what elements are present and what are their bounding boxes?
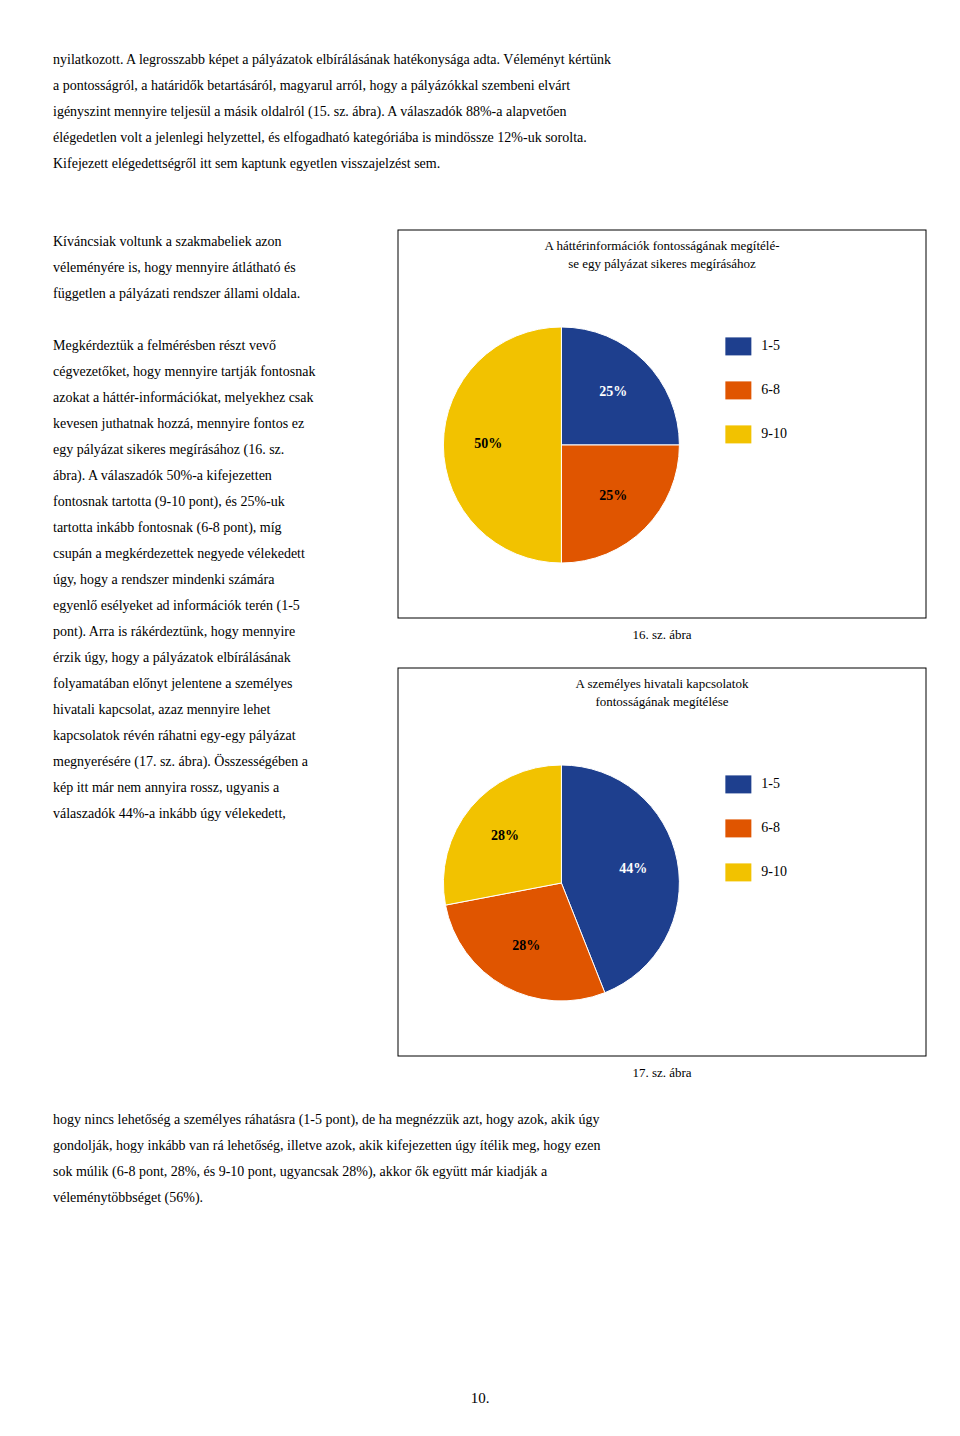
legend: 1-5 6-8 9-10: [725, 337, 787, 443]
pie-slice: [561, 327, 679, 445]
legend-entry: 1-5: [761, 776, 780, 791]
legend-entry: 9-10: [761, 864, 787, 879]
legend-swatch: [725, 425, 751, 443]
chart-box: A háttérinformációk fontosságának megíté…: [398, 230, 926, 618]
pie-slice: [443, 327, 561, 563]
legend-entry: 1-5: [761, 338, 780, 353]
caption: 17. sz. ábra: [632, 1065, 691, 1080]
data-label: 28%: [491, 828, 519, 843]
legend: 1-5 6-8 9-10: [725, 775, 787, 881]
chart-title: A háttérinformációk fontosságának megíté…: [544, 238, 779, 271]
legend-entry: 9-10: [761, 426, 787, 441]
data-label: 50%: [474, 436, 502, 451]
pie-slice: [443, 765, 561, 905]
data-label: 44%: [619, 861, 647, 876]
data-label: 25%: [599, 488, 627, 503]
legend-swatch: [725, 775, 751, 793]
legend-swatch: [725, 863, 751, 881]
legend-entry: 6-8: [761, 382, 780, 397]
caption: 16. sz. ábra: [632, 627, 691, 642]
data-label: 28%: [512, 938, 540, 953]
chart-frame: [398, 230, 926, 618]
chart-frame: [398, 668, 926, 1056]
data-label: 25%: [599, 384, 627, 399]
legend-entry: 6-8: [761, 820, 780, 835]
pie-slice: [561, 445, 679, 563]
legend-swatch: [725, 819, 751, 837]
top-paragraph: nyilatkozott. A legrosszabb képet a pály…: [53, 52, 611, 171]
legend-swatch: [725, 337, 751, 355]
bottom-paragraph: hogy nincs lehetőség a személyes ráhatás…: [53, 1112, 600, 1206]
page: nyilatkozott. A legrosszabb képet a pály…: [0, 0, 960, 1436]
chart-title: A személyes hivatali kapcsolatokfontossá…: [576, 676, 749, 709]
pie: [443, 327, 679, 563]
left-column-text: Kíváncsiak voltunk a szakmabeliek azonvé…: [53, 234, 315, 821]
chart-box: A személyes hivatali kapcsolatokfontossá…: [398, 668, 926, 1056]
page-number: 10.: [471, 1390, 490, 1406]
pie: [443, 765, 679, 1001]
legend-swatch: [725, 381, 751, 399]
